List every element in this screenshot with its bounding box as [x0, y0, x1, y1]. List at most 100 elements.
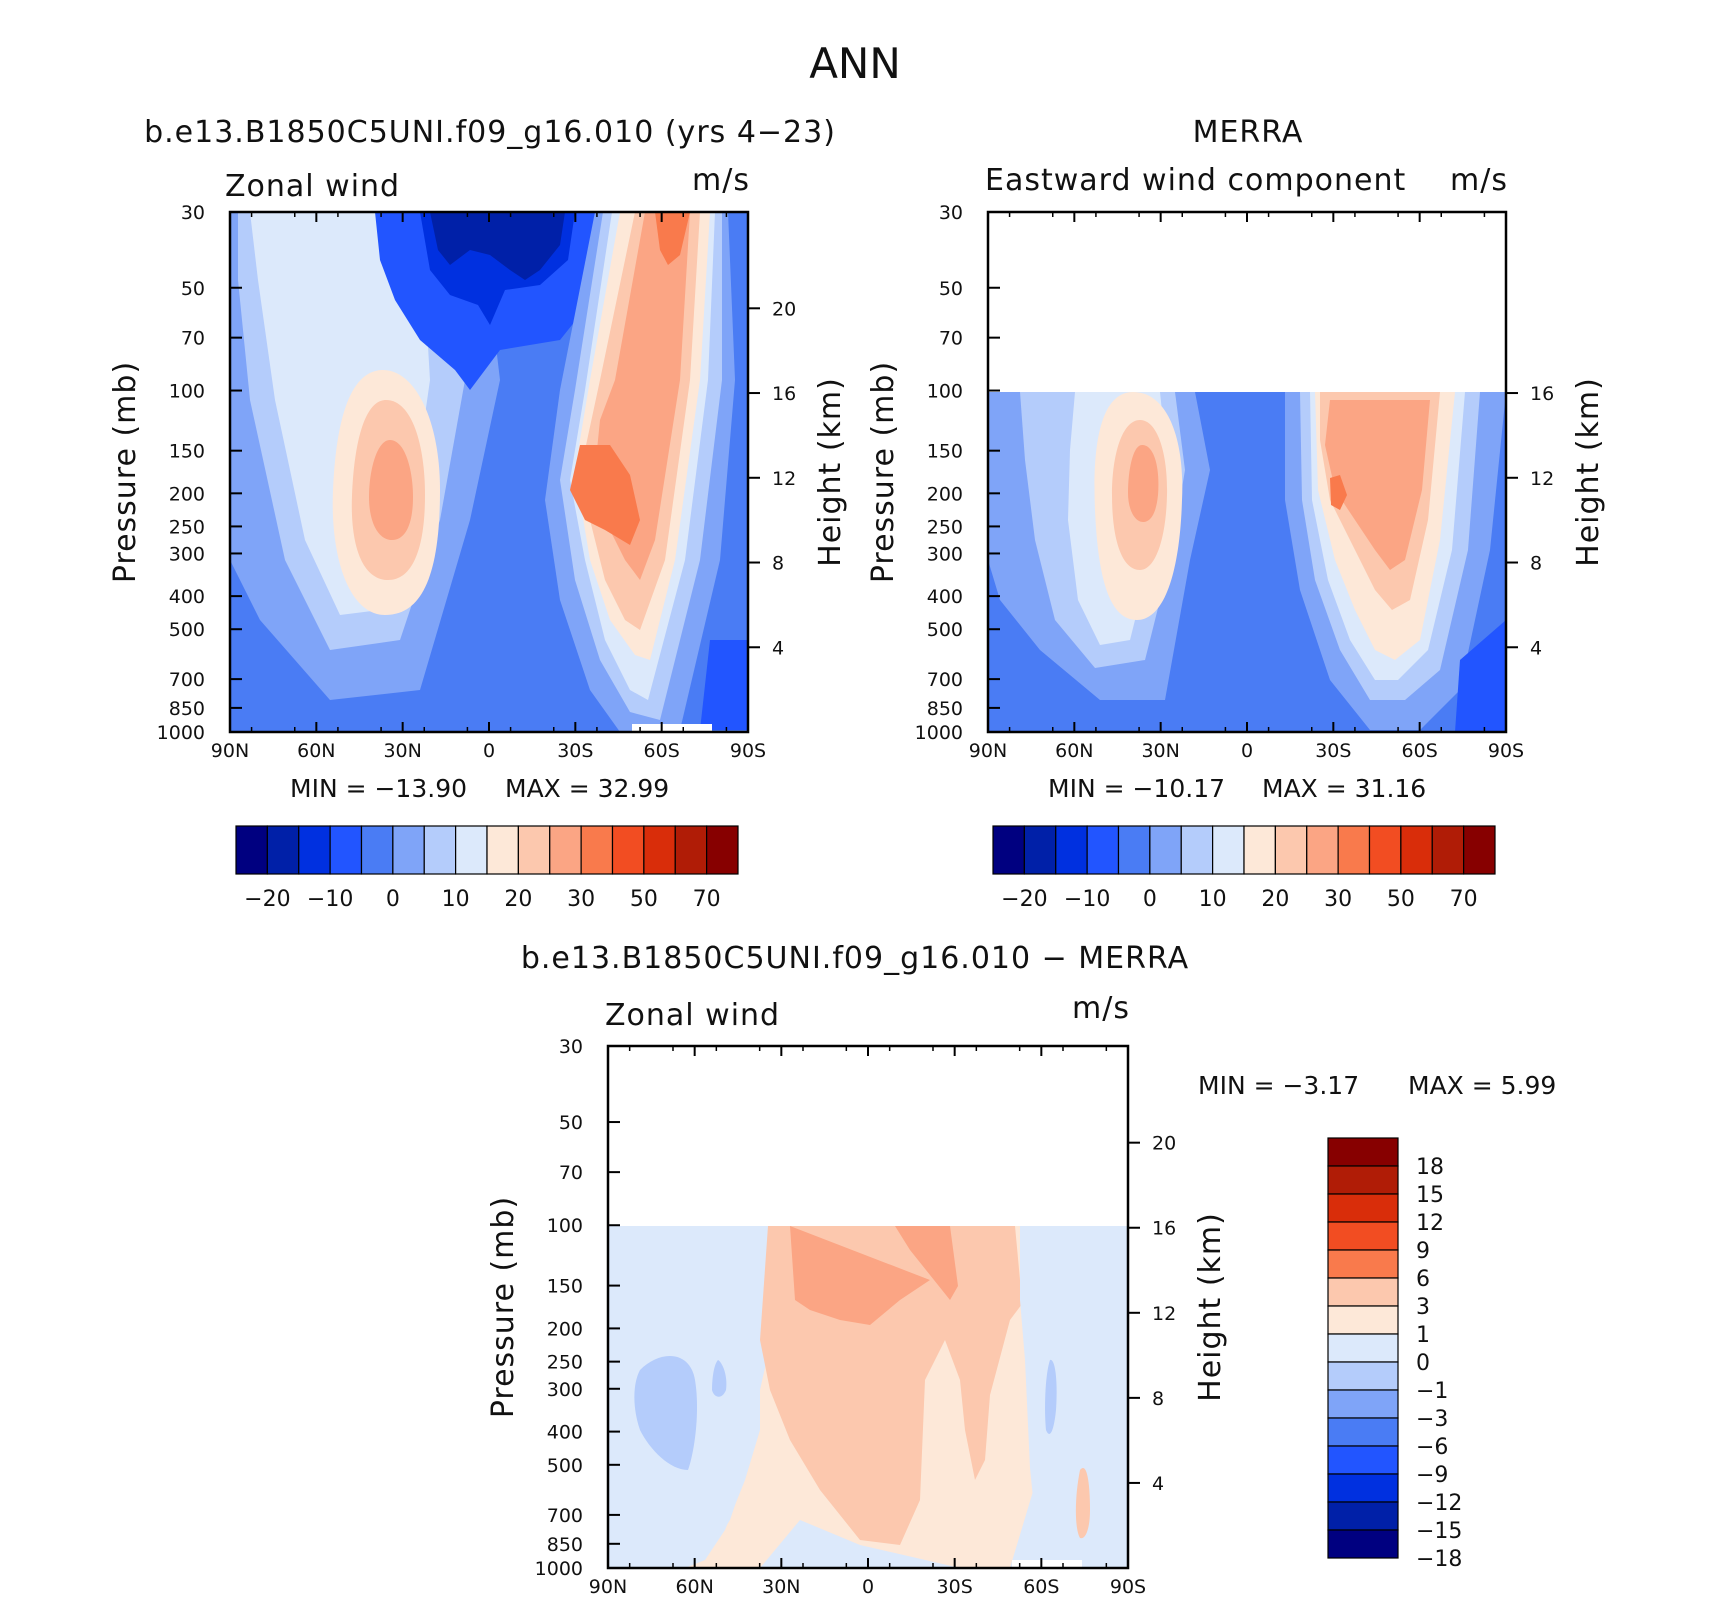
y-tick-label: 400 [547, 1422, 583, 1444]
height-tick-label: 20 [1152, 1133, 1176, 1155]
y-tick-label: 30 [939, 202, 963, 224]
panel-model-max-label: MAX = 32.99 [505, 774, 669, 803]
x-tick-label: 60S [644, 740, 680, 762]
x-tick-label: 30S [937, 1576, 973, 1598]
model-fill-sh-strat-max [655, 212, 690, 265]
colorbar-swatch [329, 825, 363, 875]
panel-obs-contour-field [988, 392, 1506, 732]
colorbar-swatch [611, 825, 645, 875]
y-tick-label: 700 [169, 669, 205, 691]
colorbar-label: 50 [1387, 887, 1415, 912]
panel-diff-variable-label: Zonal wind [605, 998, 780, 1033]
colorbar-label: −20 [244, 887, 290, 912]
colorbar-swatch [1117, 825, 1151, 875]
colorbar-label: 6 [1416, 1267, 1430, 1292]
colorbar-swatch [1337, 825, 1371, 875]
colorbar-swatch [1274, 825, 1308, 875]
colorbar-swatch [706, 825, 739, 875]
colorbar-swatch [1327, 1305, 1399, 1335]
y-tick-label: 250 [547, 1352, 583, 1374]
y-tick-label: 70 [939, 328, 963, 350]
panel-diff-title: b.e13.B1850C5UNI.f09_g16.010 − MERRA [521, 941, 1189, 976]
height-tick-label: 12 [772, 468, 796, 490]
colorbar-swatch [1023, 825, 1057, 875]
colorbar-label: 70 [1450, 887, 1478, 912]
colorbar-swatch [1306, 825, 1339, 875]
colorbar-swatch [1327, 1389, 1399, 1419]
y-axis-right-title: Height (km) [1193, 1212, 1228, 1402]
colorbar-swatch [486, 825, 519, 875]
y-tick-label: 70 [559, 1162, 583, 1184]
colorbar-label: 12 [1416, 1211, 1444, 1236]
x-tick-label: 30N [762, 1576, 800, 1598]
colorbar-swatch [1400, 825, 1433, 875]
x-tick-label: 90N [969, 740, 1007, 762]
panel-diff-minmax: MIN = −3.17 MAX = 5.99 [1198, 1071, 1556, 1100]
panel-model-title: b.e13.B1850C5UNI.f09_g16.010 (yrs 4−23) [144, 115, 836, 150]
colorbar-swatch [1149, 825, 1182, 875]
colorbar-label: 0 [1143, 887, 1157, 912]
y-tick-label: 500 [927, 619, 963, 641]
y-tick-label: 850 [169, 698, 205, 720]
y-tick-label: 30 [181, 202, 205, 224]
model-fill-stratosphere-3 [430, 212, 565, 280]
height-tick-label: 16 [772, 383, 796, 405]
colorbar-swatch [549, 825, 582, 875]
model-missing-surface [632, 724, 712, 732]
x-tick-label: 90S [730, 740, 766, 762]
colorbar-swatch [1243, 825, 1276, 875]
obs-fill-sh-jet-core [1330, 475, 1347, 510]
colorbar-swatch [1368, 825, 1402, 875]
colorbar-label: 10 [1199, 887, 1227, 912]
height-tick-label: 8 [1530, 553, 1542, 575]
colorbar-label: −9 [1416, 1463, 1448, 1488]
panel-obs-minmax: MIN = −10.17 MAX = 31.16 [1048, 774, 1426, 803]
colorbar-swatch [423, 825, 457, 875]
height-tick-label: 12 [1530, 468, 1554, 490]
y-tick-label: 150 [169, 441, 205, 463]
panel-diff: b.e13.B1850C5UNI.f09_g16.010 − MERRA Zon… [486, 941, 1556, 1598]
panel-model-units: m/s [692, 163, 750, 198]
model-fill-nh-jet-core [369, 440, 413, 540]
height-tick-label: 8 [1152, 1388, 1164, 1410]
colorbar-label: 0 [1416, 1351, 1430, 1376]
y-tick-label: 500 [547, 1455, 583, 1477]
y-axis-right-title: Height (km) [813, 377, 848, 567]
colorbar-swatch [1327, 1501, 1399, 1531]
y-tick-label: 250 [927, 516, 963, 538]
colorbar-swatch [1212, 825, 1245, 875]
y-tick-label: 50 [181, 278, 205, 300]
colorbar-swatch [992, 825, 1025, 875]
colorbar-label: −10 [1064, 887, 1110, 912]
panel-diff-colorbar: 18 15 12 9 6 3 1 0 −1 −3 −6 −9 −12 −15 −18 [1327, 1137, 1462, 1572]
colorbar-label: −10 [307, 887, 353, 912]
y-tick-label: 50 [939, 278, 963, 300]
colorbar-label: −15 [1416, 1519, 1462, 1544]
height-tick-label: 16 [1530, 383, 1554, 405]
y-tick-label: 300 [927, 543, 963, 565]
colorbar-swatch [1327, 1473, 1399, 1503]
panel-diff-max-label: MAX = 5.99 [1408, 1071, 1556, 1100]
panel-obs-min-label: MIN = −10.17 [1048, 774, 1225, 803]
obs-fill-nh-jet-core [1128, 445, 1159, 522]
y-tick-label: 700 [927, 669, 963, 691]
x-tick-label: 90N [211, 740, 249, 762]
colorbar-label: 9 [1416, 1239, 1430, 1264]
panel-obs: MERRA Eastward wind component m/s 90N 60N… [866, 115, 1606, 912]
panel-obs-max-label: MAX = 31.16 [1262, 774, 1426, 803]
colorbar-swatch [1327, 1445, 1399, 1475]
colorbar-label: 15 [1416, 1183, 1444, 1208]
x-tick-label: 60S [1023, 1576, 1059, 1598]
y-axis-title: Pressure (mb) [108, 361, 143, 583]
y-tick-label: 150 [547, 1276, 583, 1298]
y-tick-label: 250 [169, 516, 205, 538]
x-tick-label: 60N [297, 740, 335, 762]
diff-fill-nh-blob [634, 1356, 698, 1470]
panel-obs-axes: 90N 60N 30N 0 30S 60S 90S 30 50 70 100 150 200 250 300… [866, 202, 1606, 762]
panel-obs-title: MERRA [1193, 115, 1304, 150]
colorbar-label: −6 [1416, 1435, 1448, 1460]
panel-model: b.e13.B1850C5UNI.f09_g16.010 (yrs 4−23) … [108, 115, 848, 912]
colorbar-label: 18 [1416, 1155, 1444, 1180]
colorbar-swatch [392, 825, 425, 875]
panel-model-contour-field [230, 212, 748, 732]
